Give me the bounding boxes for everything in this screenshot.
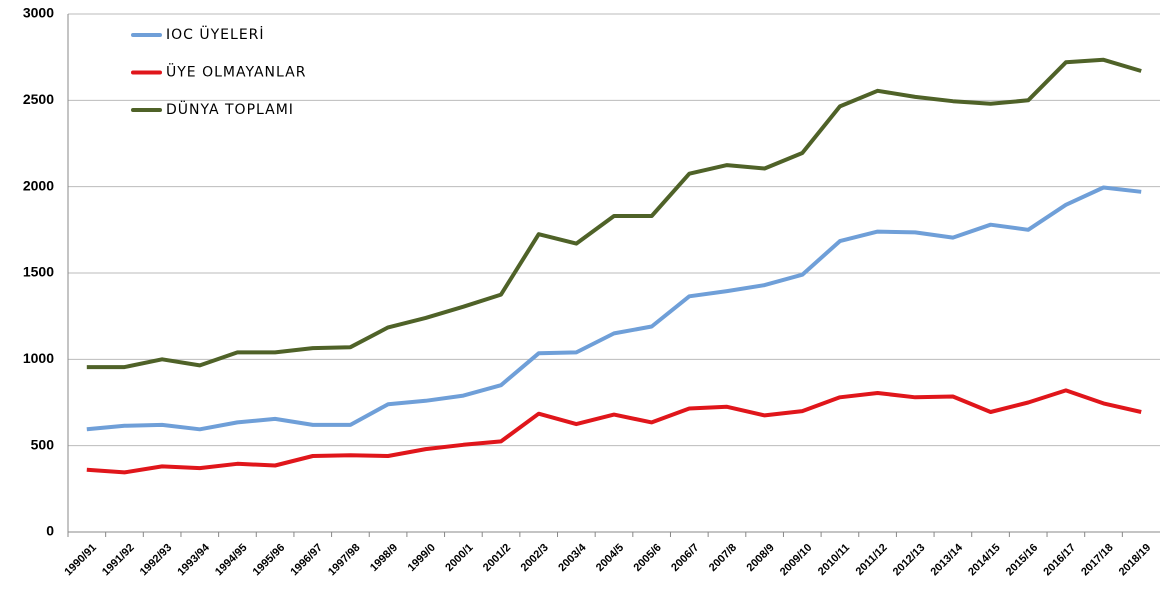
y-tick-label: 0 (46, 523, 54, 539)
y-tick-label: 2500 (23, 91, 54, 107)
x-tick-label: 1995/96 (251, 542, 288, 579)
x-tick-label: 2004/5 (594, 542, 626, 574)
x-tick-label: 1996/97 (288, 542, 325, 579)
x-tick-label: 2014/15 (966, 542, 1003, 579)
x-tick-label: 2008/9 (745, 542, 777, 574)
y-tick-label: 1500 (23, 264, 54, 280)
x-tick-label: 2000/1 (443, 542, 475, 574)
x-tick-label: 2005/6 (632, 542, 664, 574)
x-tick-label: 1991/92 (100, 542, 137, 579)
legend-label: IOC ÜYELERİ (166, 25, 265, 43)
x-tick-label: 1998/9 (368, 542, 400, 574)
x-tick-label: 2009/10 (778, 542, 815, 579)
x-tick-label: 2011/12 (854, 542, 890, 578)
x-tick-label: 2010/11 (816, 542, 852, 578)
y-tick-label: 2000 (23, 177, 54, 193)
legend-label: ÜYE OLMAYANLAR (166, 63, 306, 81)
x-tick-label: 2018/19 (1117, 542, 1154, 579)
x-tick-label: 1994/95 (213, 542, 250, 579)
x-tick-label: 2016/17 (1041, 542, 1078, 579)
x-tick-label: 1993/94 (175, 541, 212, 578)
x-tick-label: 1992/93 (138, 542, 175, 579)
x-tick-label: 2001/2 (481, 542, 513, 574)
series-line (86, 57, 1142, 370)
x-tick-label: 2012/13 (891, 542, 928, 579)
x-tick-label: 2013/14 (928, 541, 965, 578)
x-tick-label: 2017/18 (1079, 542, 1116, 579)
series-line (86, 185, 1142, 432)
y-tick-label: 3000 (23, 5, 54, 21)
x-tick-label: 2002/3 (519, 542, 551, 574)
series-line (86, 388, 1142, 475)
legend-label: DÜNYA TOPLAMI (166, 100, 294, 118)
x-tick-label: 1999/0 (406, 542, 438, 574)
y-tick-label: 1000 (23, 350, 54, 366)
x-tick-label: 1990/91 (62, 542, 99, 579)
x-tick-label: 2006/7 (669, 542, 701, 574)
x-tick-label: 1997/98 (326, 542, 363, 579)
y-tick-label: 500 (31, 436, 55, 452)
x-tick-label: 2015/16 (1004, 542, 1041, 579)
x-tick-label: 2007/8 (707, 542, 739, 574)
x-tick-label: 2003/4 (556, 541, 589, 574)
